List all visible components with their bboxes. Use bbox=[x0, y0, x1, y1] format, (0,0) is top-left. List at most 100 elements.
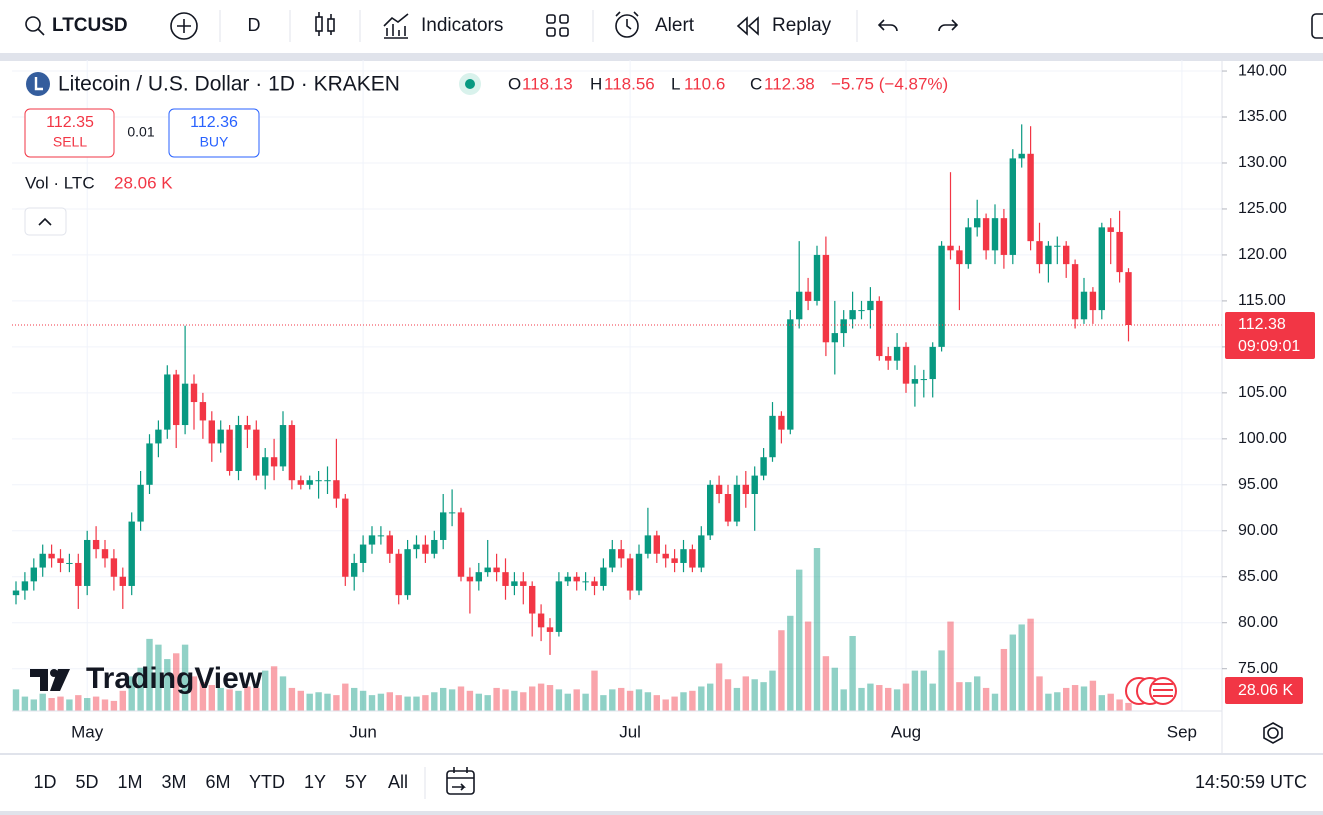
candle-body bbox=[253, 429, 260, 476]
volume-bar bbox=[253, 687, 260, 711]
range-button[interactable]: YTD bbox=[249, 772, 285, 792]
candle-body bbox=[12, 590, 20, 596]
volume-bar bbox=[84, 698, 91, 711]
candle-icon bbox=[318, 12, 332, 36]
candle-body bbox=[529, 585, 536, 614]
collapse-button[interactable] bbox=[24, 207, 67, 236]
volume-bar bbox=[21, 696, 29, 711]
candle-body bbox=[146, 443, 153, 485]
symbol-search[interactable]: LTCUSD bbox=[25, 15, 128, 36]
interval[interactable]: D bbox=[248, 15, 261, 35]
candle-body bbox=[173, 374, 180, 426]
candle-body bbox=[920, 379, 927, 381]
candle-body bbox=[359, 544, 367, 563]
volume-bar bbox=[448, 689, 456, 711]
candle-body bbox=[609, 549, 616, 568]
settings-button[interactable] bbox=[1263, 722, 1283, 744]
replay-button[interactable]: Replay bbox=[736, 15, 832, 36]
candle-body bbox=[306, 480, 313, 485]
volume-bar bbox=[609, 689, 616, 711]
candle-body bbox=[199, 402, 207, 421]
event-flags[interactable] bbox=[1125, 677, 1177, 705]
y-tick-label: 85.00 bbox=[1238, 568, 1278, 585]
candle-body bbox=[555, 581, 563, 632]
volume-bar bbox=[226, 689, 233, 711]
volume-bar bbox=[422, 695, 429, 711]
buy-button[interactable]: 112.36 BUY bbox=[168, 108, 260, 158]
buy-label: BUY bbox=[200, 134, 229, 150]
range-button[interactable]: 6M bbox=[205, 772, 230, 792]
candle-body bbox=[813, 254, 821, 301]
candle-body bbox=[66, 562, 73, 564]
candle-body bbox=[92, 539, 100, 550]
side-button[interactable] bbox=[1311, 13, 1323, 39]
compare-button[interactable] bbox=[170, 12, 198, 40]
range-button[interactable]: 1M bbox=[117, 772, 142, 792]
volume-bar bbox=[66, 699, 73, 711]
candle-body bbox=[707, 484, 714, 536]
candle-body bbox=[804, 291, 812, 301]
candle-body bbox=[493, 567, 500, 573]
y-tick-label: 135.00 bbox=[1238, 108, 1287, 125]
range-button[interactable]: 1Y bbox=[304, 772, 326, 792]
volume-bar bbox=[555, 689, 563, 711]
volume-bar bbox=[911, 670, 919, 711]
volume-bar bbox=[769, 670, 776, 711]
range-button[interactable]: 1D bbox=[33, 772, 56, 792]
volume-bar bbox=[618, 687, 625, 711]
chart-title: Litecoin / U.S. Dollar · 1D · KRAKEN bbox=[58, 73, 400, 96]
layout-button[interactable] bbox=[546, 14, 569, 37]
volume-bar bbox=[671, 696, 678, 711]
volume-bar bbox=[440, 687, 447, 711]
candle-body bbox=[30, 567, 37, 582]
candle-body bbox=[244, 425, 251, 430]
volume-bar bbox=[333, 695, 340, 711]
chart-type-button[interactable] bbox=[315, 12, 335, 36]
candle-body bbox=[448, 512, 456, 514]
range-button[interactable]: 5Y bbox=[345, 772, 367, 792]
sell-button[interactable]: 112.35 SELL bbox=[24, 108, 115, 158]
volume-bar bbox=[377, 693, 385, 711]
range-button[interactable]: 5D bbox=[75, 772, 98, 792]
x-tick-label: May bbox=[71, 722, 104, 741]
redo-icon[interactable] bbox=[938, 19, 959, 32]
candle-body bbox=[395, 553, 402, 596]
candle-body bbox=[431, 539, 438, 554]
candle-body bbox=[84, 539, 91, 586]
coin-icon bbox=[26, 72, 50, 96]
volume-bar bbox=[1000, 648, 1008, 711]
candle-body bbox=[1036, 241, 1043, 265]
volume-bar bbox=[137, 667, 144, 711]
indicators-button[interactable]: Indicators bbox=[383, 13, 503, 39]
candle-body bbox=[796, 291, 803, 320]
ohlc-value: 118.13 bbox=[522, 74, 573, 93]
candle-body bbox=[137, 484, 144, 522]
candle-body bbox=[1009, 158, 1016, 255]
candle-body bbox=[1063, 245, 1070, 265]
volume-bar bbox=[199, 682, 207, 711]
candle-body bbox=[751, 475, 758, 494]
date-range-button[interactable] bbox=[446, 767, 475, 795]
candle-body bbox=[1080, 291, 1088, 320]
clock[interactable]: 14:50:59 UTC bbox=[1195, 772, 1307, 792]
range-button[interactable]: 3M bbox=[161, 772, 186, 792]
volume-bar bbox=[796, 569, 803, 711]
alert-button[interactable]: Alert bbox=[615, 11, 695, 38]
volume-bar bbox=[217, 687, 224, 711]
candle-body bbox=[715, 484, 723, 494]
range-button[interactable]: All bbox=[388, 772, 408, 792]
spread: 0.01 bbox=[127, 124, 154, 140]
countdown: 09:09:01 bbox=[1238, 338, 1300, 355]
volume-bar bbox=[484, 695, 491, 711]
volume-bar bbox=[155, 644, 162, 711]
volume-bar bbox=[30, 699, 37, 711]
candle-body bbox=[662, 553, 669, 559]
candle-body bbox=[1054, 245, 1061, 247]
watermark-logo bbox=[30, 669, 70, 691]
candle-body bbox=[297, 480, 304, 485]
undo-icon[interactable] bbox=[877, 19, 898, 32]
candle-body bbox=[270, 457, 278, 467]
candle-body bbox=[787, 319, 794, 430]
candle-body bbox=[155, 429, 162, 444]
candle-body bbox=[217, 429, 224, 444]
